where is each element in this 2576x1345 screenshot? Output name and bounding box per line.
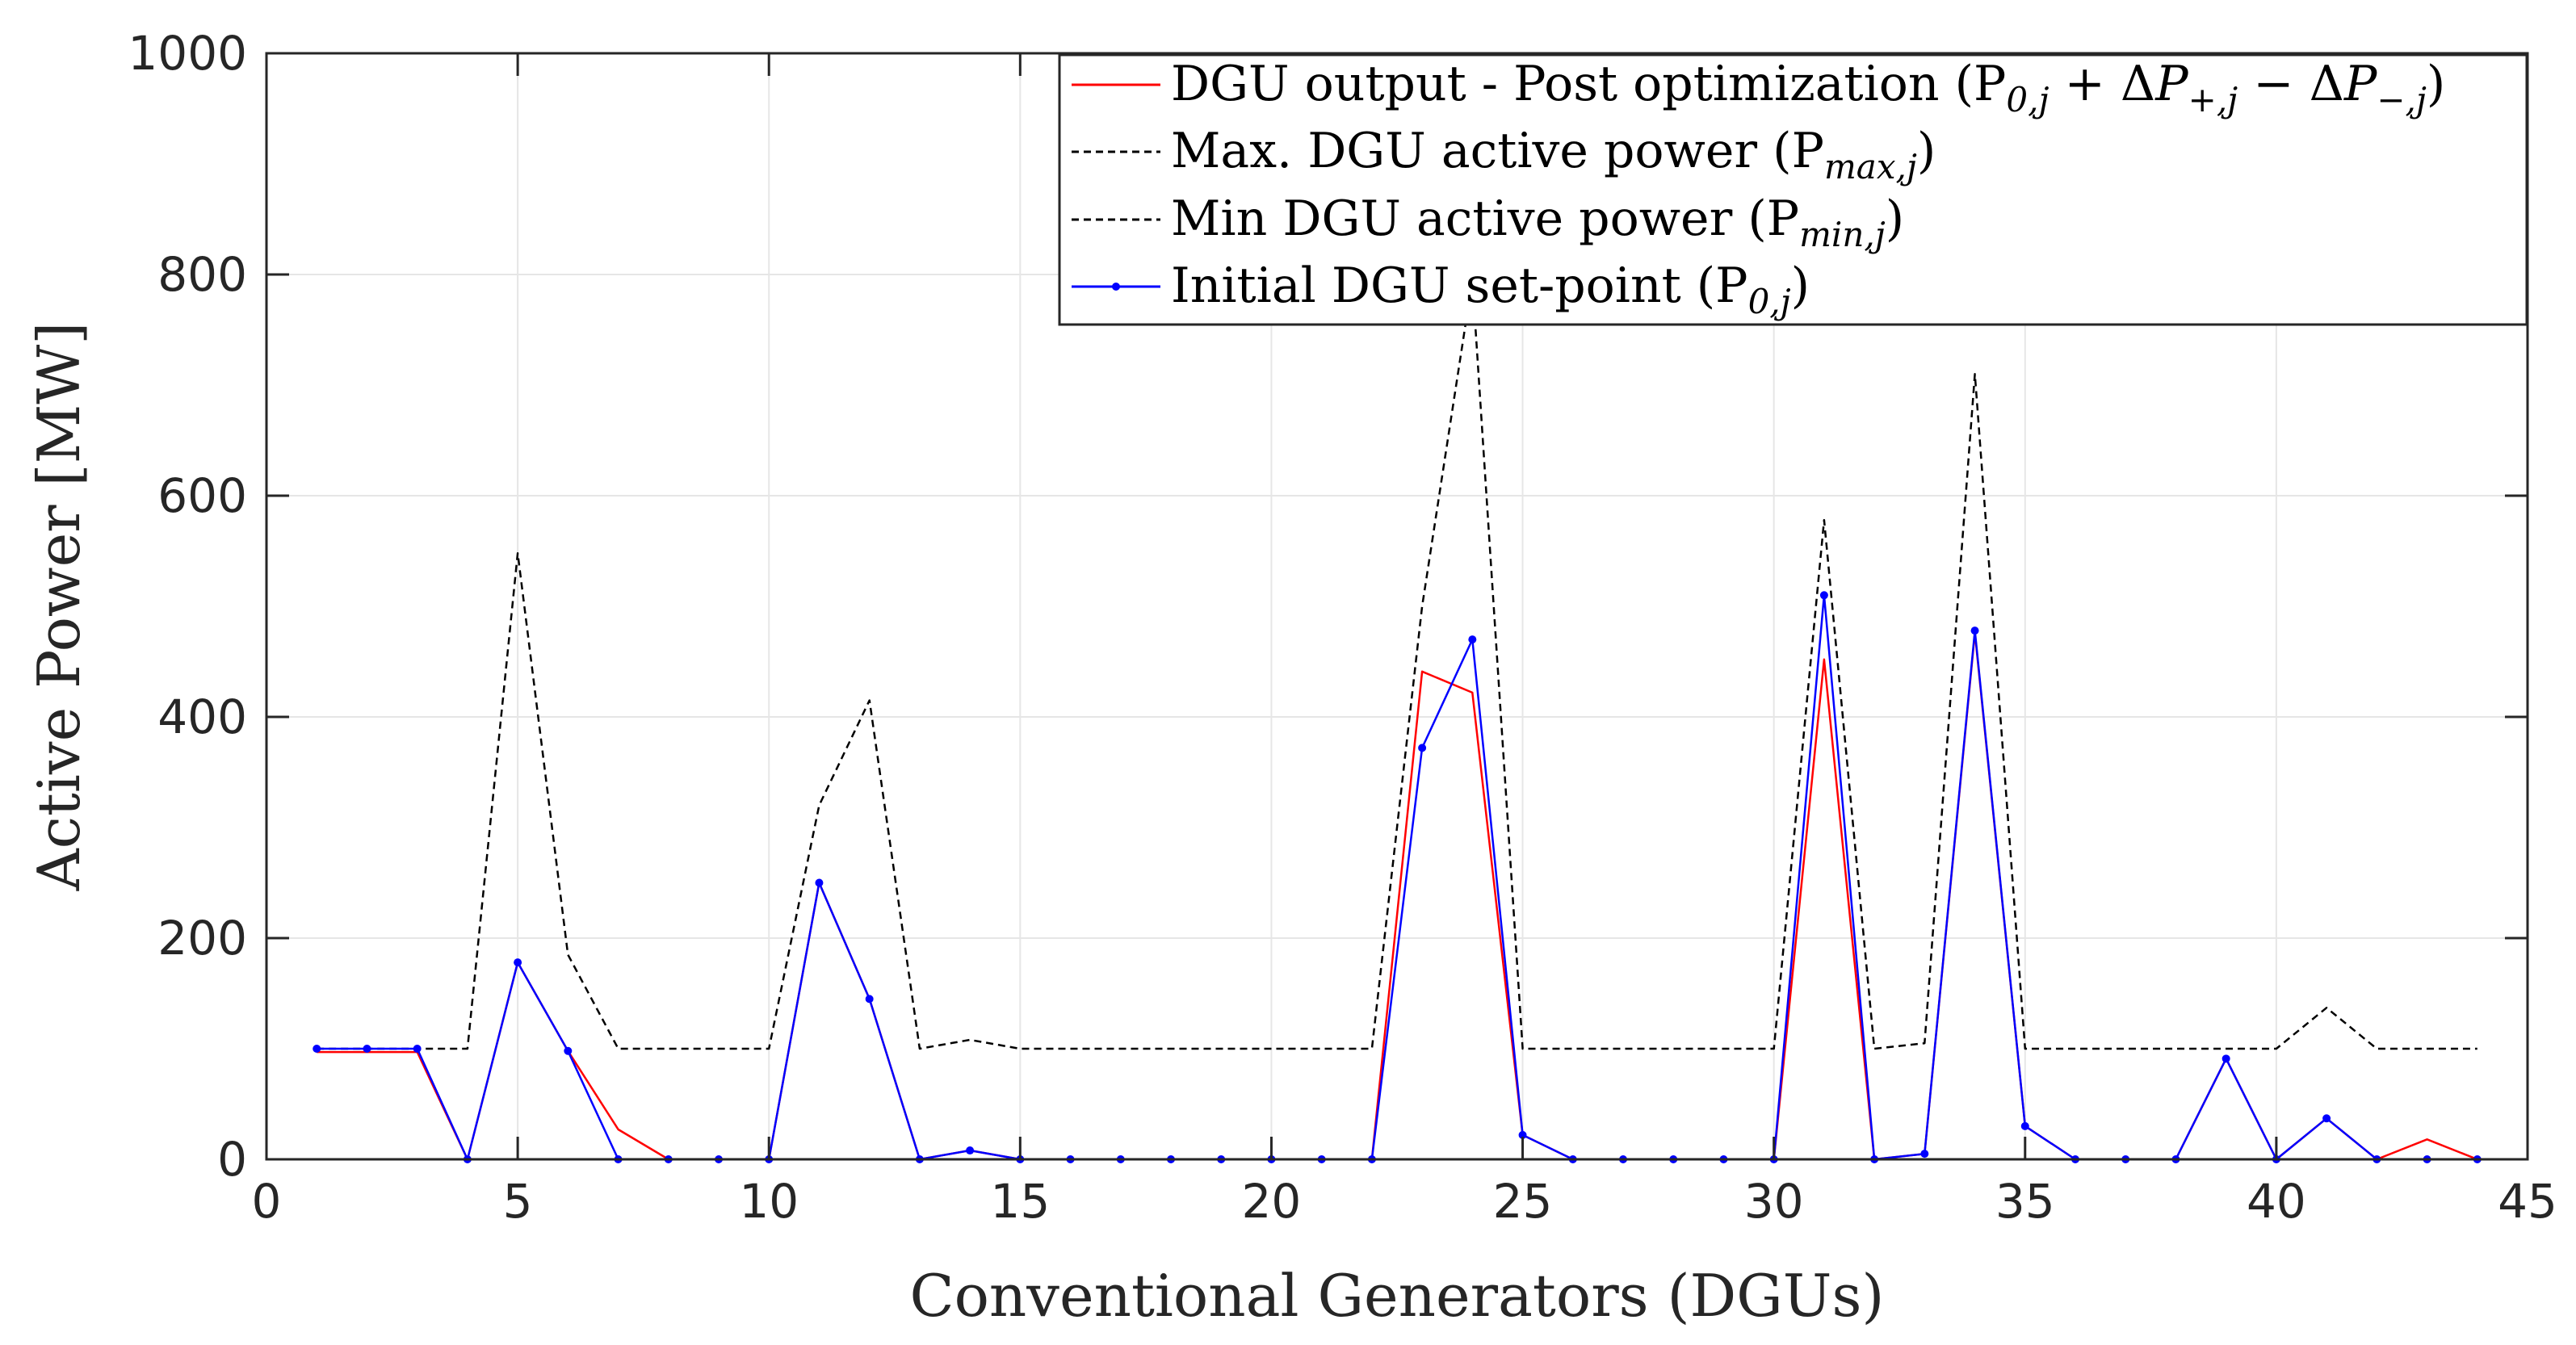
legend: DGU output - Post optimization (P0,j + Δ… — [1058, 53, 2528, 326]
x-tick-label: 15 — [990, 1174, 1050, 1229]
data-point — [966, 1146, 975, 1155]
x-axis-label: Conventional Generators (DGUs) — [909, 1262, 1884, 1330]
legend-box — [1058, 53, 2528, 326]
x-tick-label: 40 — [2247, 1174, 2306, 1229]
data-point — [313, 1045, 321, 1053]
x-tick-label: 10 — [739, 1174, 799, 1229]
legend-text-initial-setpoint: Initial DGU set-point (P — [1171, 258, 1748, 314]
data-point — [1468, 635, 1477, 644]
x-tick-label: 35 — [1995, 1174, 2055, 1229]
y-tick-label: 1000 — [128, 26, 247, 81]
data-point — [564, 1046, 573, 1055]
y-axis-label: Active Power [MW] — [25, 322, 93, 892]
legend-text-min-power: Min DGU active power (P — [1171, 191, 1799, 247]
x-tick-label: 5 — [503, 1174, 533, 1229]
data-point — [1819, 591, 1828, 600]
data-point — [413, 1045, 422, 1053]
data-point — [1920, 1150, 1929, 1159]
data-point — [2322, 1114, 2331, 1123]
y-tick-label: 600 — [157, 468, 247, 523]
x-tick-label: 20 — [1242, 1174, 1302, 1229]
legend-label-initial-setpoint: Initial DGU set-point (P0,j) — [1171, 258, 1810, 321]
data-point — [1518, 1130, 1527, 1139]
axes-box — [265, 52, 2529, 1161]
y-tick-label: 0 — [217, 1132, 247, 1187]
legend-label-min-power: Min DGU active power (Pmin,j) — [1171, 191, 1904, 254]
legend-marker-initial-setpoint — [1112, 283, 1120, 291]
series-max-power-line — [317, 279, 2477, 1050]
data-point — [815, 878, 824, 887]
data-point — [1970, 626, 1979, 635]
legend-text-max-power: Max. DGU active power (P — [1171, 123, 1824, 179]
data-point — [865, 995, 874, 1004]
x-tick-label: 0 — [252, 1174, 282, 1229]
series-max-power — [317, 279, 2477, 1050]
legend-label-max-power: Max. DGU active power (Pmax,j) — [1171, 123, 1936, 186]
x-tick-label: 30 — [1744, 1174, 1804, 1229]
data-point — [1418, 744, 1427, 752]
data-point — [2221, 1054, 2230, 1063]
y-tick-label: 400 — [157, 689, 247, 744]
y-tick-label: 200 — [157, 911, 247, 966]
data-point — [514, 958, 522, 967]
data-point — [2020, 1121, 2029, 1130]
tick-labels: 0 5 10 15 20 25 30 35 40 45 0 200 400 600 800 1000 — [128, 26, 2557, 1229]
legend-label-post-optimization: DGU output - Post optimization (P0,j + Δ… — [1171, 56, 2445, 119]
x-tick-label: 45 — [2498, 1174, 2557, 1229]
data-point — [363, 1045, 371, 1053]
legend-text-post-optimization: DGU output - Post optimization (P — [1171, 56, 2006, 112]
y-tick-label: 800 — [157, 247, 247, 302]
x-tick-label: 25 — [1493, 1174, 1553, 1229]
